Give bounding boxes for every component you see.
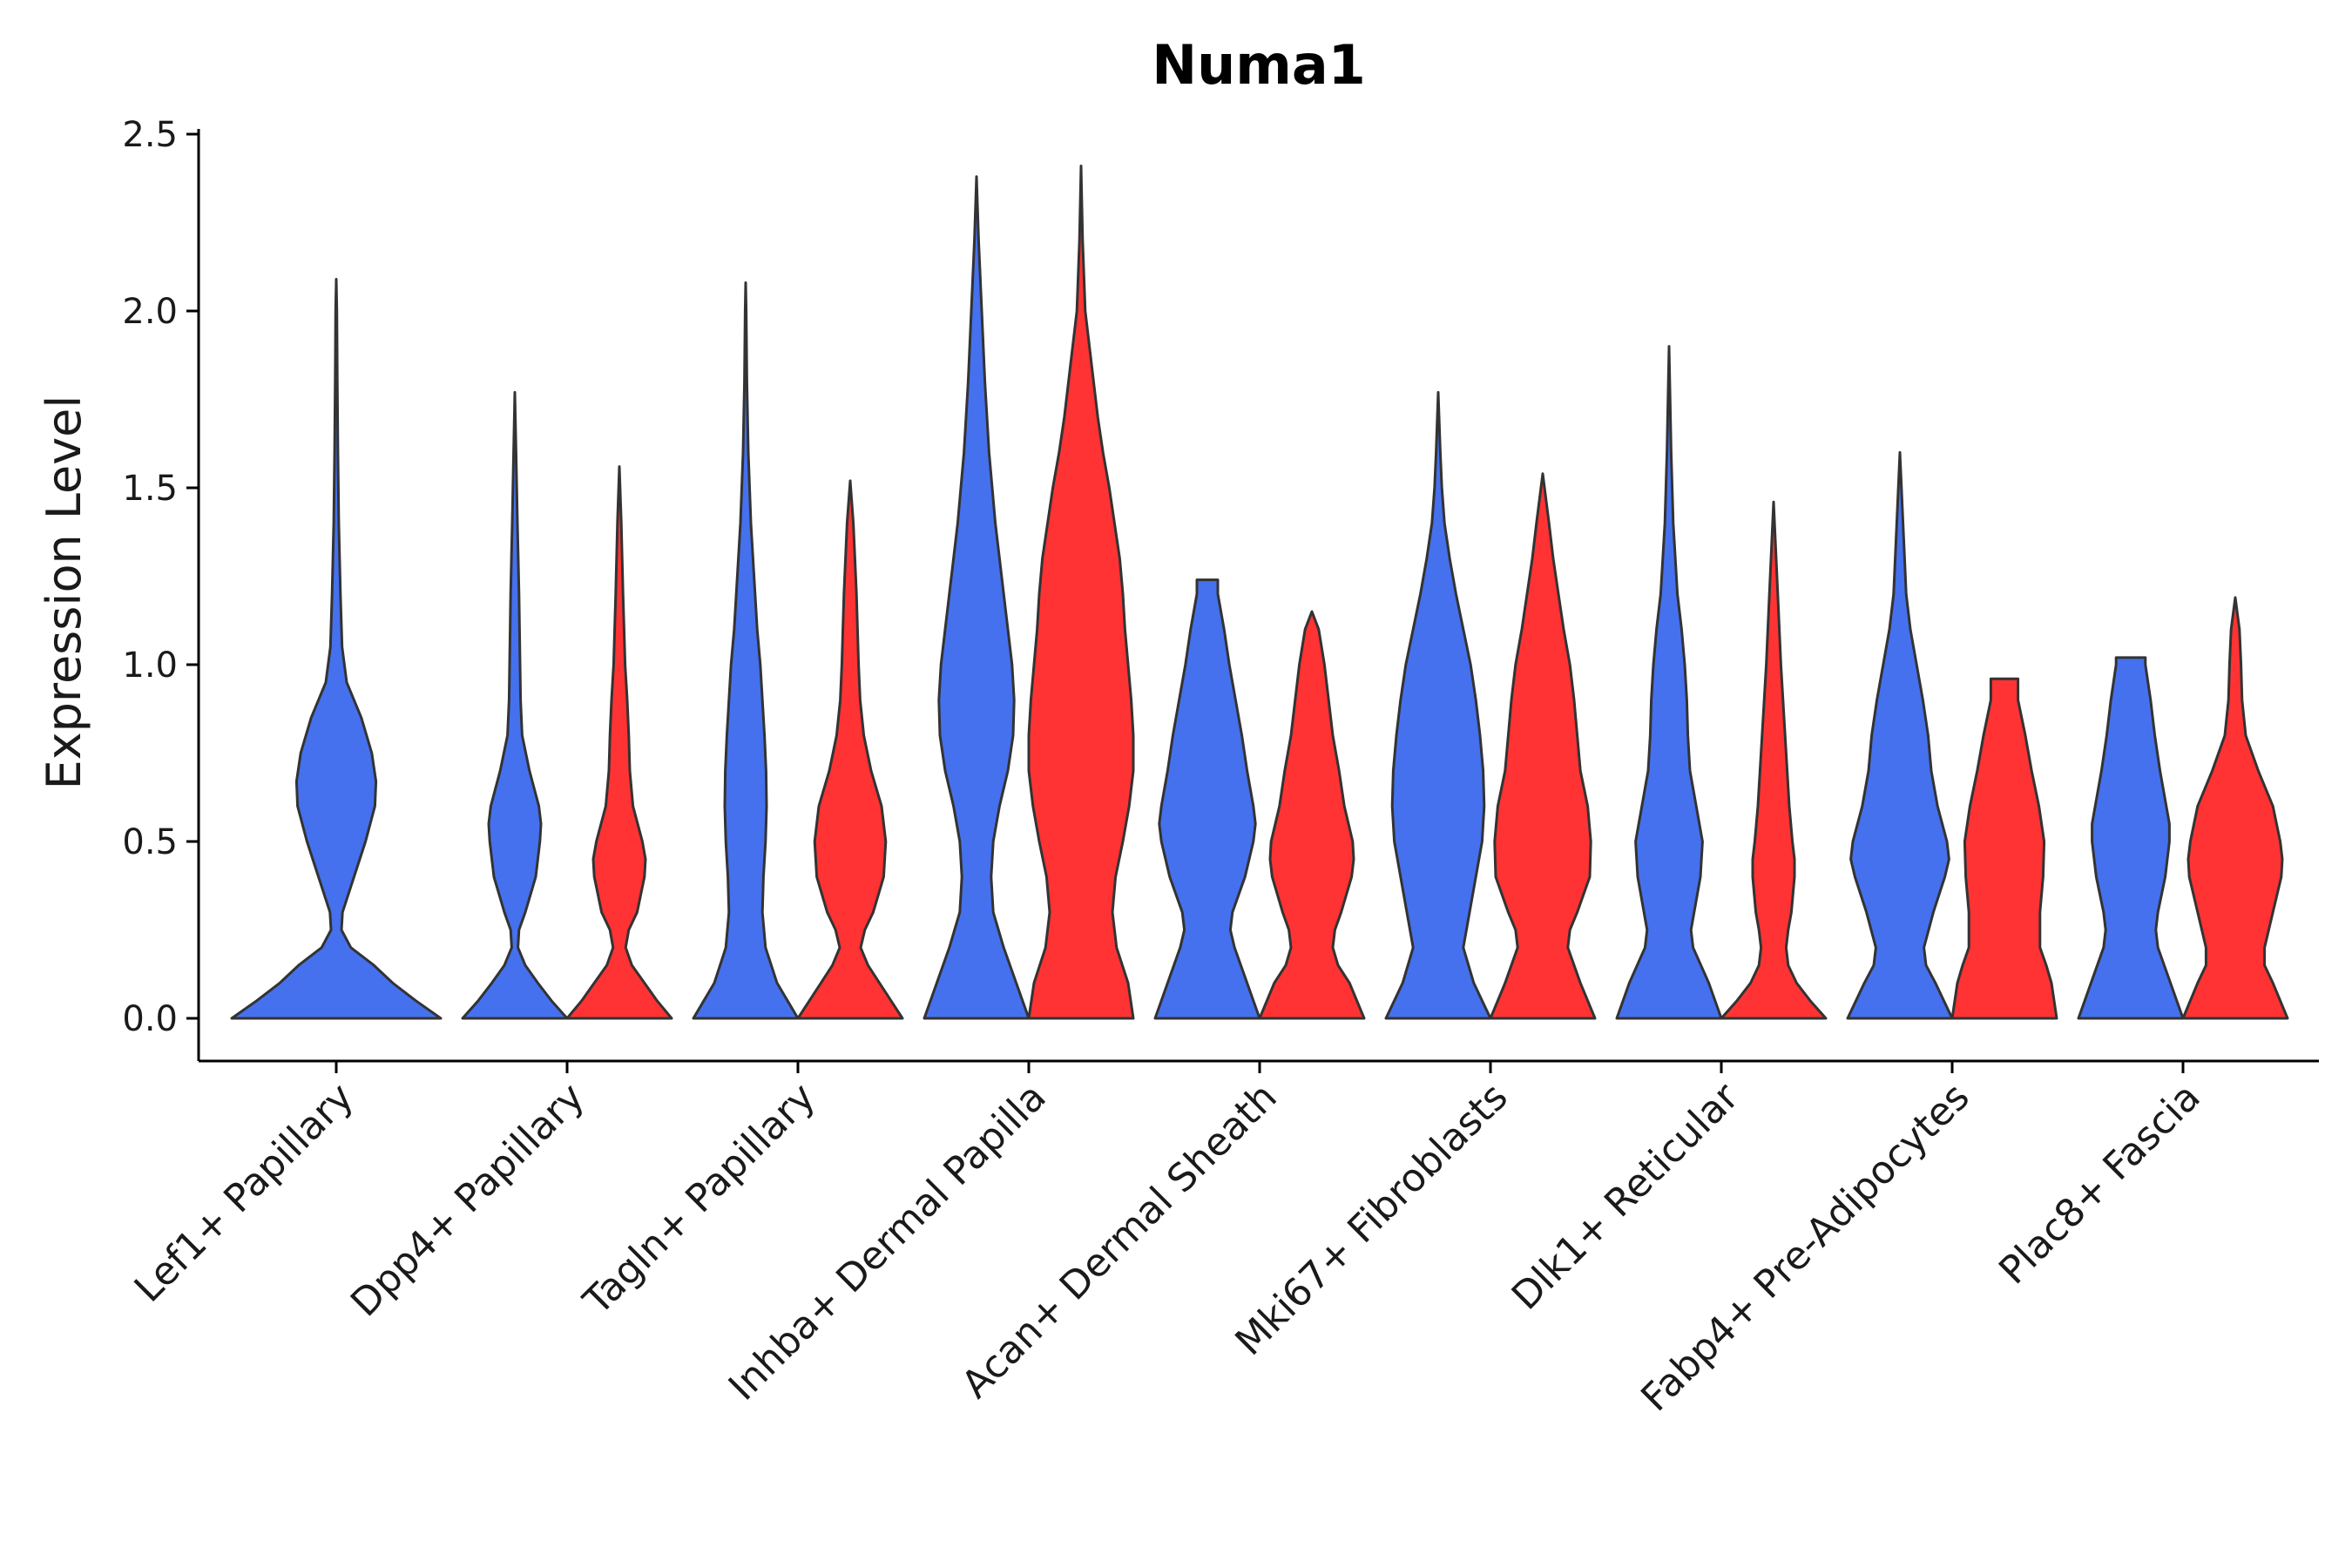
- violin-group2: [1950, 677, 2058, 1020]
- y-axis-title: Expression Level: [37, 395, 91, 790]
- violin-group1: [1615, 345, 1723, 1020]
- violin-group1: [923, 175, 1031, 1020]
- y-tick-label: 0.5: [122, 822, 178, 862]
- y-tick-label: 1.0: [122, 645, 178, 686]
- violin-group1: [1153, 578, 1261, 1020]
- chart-title: Numa1: [1152, 33, 1366, 97]
- violin-group2: [2181, 596, 2289, 1020]
- violin-group2: [1489, 472, 1597, 1020]
- violin-group2: [1027, 165, 1135, 1020]
- y-tick-label: 1.5: [122, 469, 178, 509]
- violin-group1: [230, 278, 443, 1020]
- violin-group2: [1720, 500, 1828, 1020]
- y-tick-label: 2.5: [122, 115, 178, 155]
- violin-group1: [1846, 450, 1954, 1020]
- violin-group2: [796, 479, 904, 1020]
- violin-group1: [692, 281, 800, 1020]
- violin-group1: [461, 390, 569, 1020]
- violins-layer: [230, 165, 2289, 1020]
- violin-group1: [1384, 390, 1492, 1020]
- y-ticks: 0.0 0.5 1.0 1.5 2.0 2.5: [122, 115, 199, 1039]
- violin-group2: [565, 465, 673, 1020]
- y-tick-label: 2.0: [122, 292, 178, 332]
- violin-group2: [1258, 610, 1366, 1020]
- violin-group1: [2077, 656, 2185, 1020]
- y-tick-label: 0.0: [122, 999, 178, 1039]
